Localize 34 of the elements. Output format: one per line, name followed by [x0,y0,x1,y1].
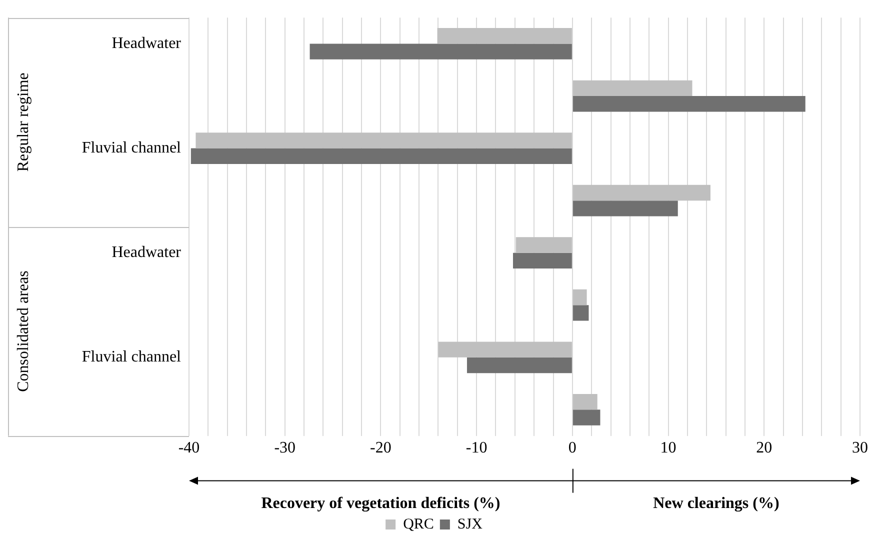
bar [196,132,572,148]
legend-label: SJX [457,516,483,532]
bar [438,342,572,358]
bar [572,410,600,426]
bar [572,96,806,112]
bar [572,305,589,321]
bar [516,237,572,253]
text: Regular regime [15,72,32,172]
x-tick-label: -10 [466,440,488,457]
x-axis-title: Recovery of vegetation deficits (%) [261,494,500,512]
bar [512,252,572,269]
x-tick-label: -40 [178,440,200,457]
x-tick-label: -20 [370,440,392,457]
y-tick-label: Fluvial channel [82,348,182,366]
x-tick-label: -30 [274,440,296,457]
bar [437,28,572,44]
bar [572,394,598,410]
bar [466,357,572,374]
x-tick-label: 20 [756,440,772,457]
legend-label: QRC [403,516,434,532]
x-tick-label: 10 [660,440,676,457]
text: Consolidated areas [15,270,32,392]
y-tick-label: Fluvial channel [82,139,182,156]
bar [572,289,587,306]
x-tick-label: 30 [852,440,868,457]
bar [310,44,572,60]
y-tick-label: Headwater [112,34,182,52]
bar [572,184,710,201]
bar [190,148,572,164]
text: New clearings (%) [653,494,780,512]
bar [572,80,692,96]
bar [572,200,678,216]
x-tick-label: 0 [568,440,576,457]
y-tick-label: Headwater [112,244,182,262]
